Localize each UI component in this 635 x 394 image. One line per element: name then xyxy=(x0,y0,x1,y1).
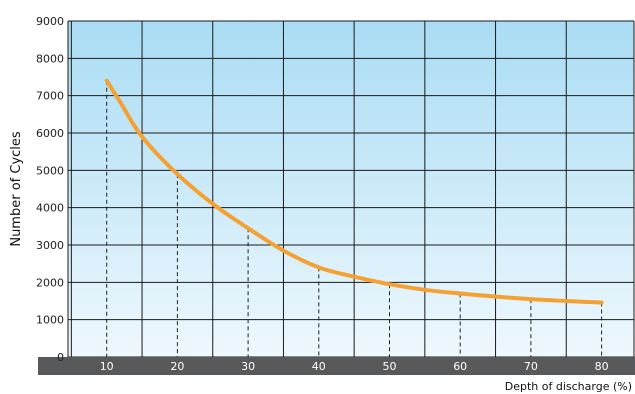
y-tick-label: 1000 xyxy=(36,314,64,327)
y-tick-label: 4000 xyxy=(36,202,64,215)
x-tick-label: 80 xyxy=(595,360,609,373)
series-line xyxy=(104,78,604,305)
x-tick-label: 50 xyxy=(383,360,397,373)
x-axis-band xyxy=(38,357,635,375)
x-tick-label: 40 xyxy=(312,360,326,373)
x-tick-label: 20 xyxy=(170,360,184,373)
y-tick-label: 9000 xyxy=(36,15,64,28)
y-tick-label: 5000 xyxy=(36,164,64,177)
y-tick-label: 6000 xyxy=(36,127,64,140)
y-tick-label: 0 xyxy=(57,351,64,364)
y-tick-label: 7000 xyxy=(36,90,64,103)
y-tick-label: 3000 xyxy=(36,239,64,252)
x-tick-label: 60 xyxy=(453,360,467,373)
y-tick-label: 2000 xyxy=(36,276,64,289)
x-tick-label: 10 xyxy=(100,360,114,373)
x-tick-label: 30 xyxy=(241,360,255,373)
x-tick-label: 70 xyxy=(524,360,538,373)
y-axis-label: Number of Cycles xyxy=(9,131,24,247)
x-axis-label: Depth of discharge (%) xyxy=(505,380,632,393)
plot-area xyxy=(68,21,634,357)
y-tick-label: 8000 xyxy=(36,52,64,65)
